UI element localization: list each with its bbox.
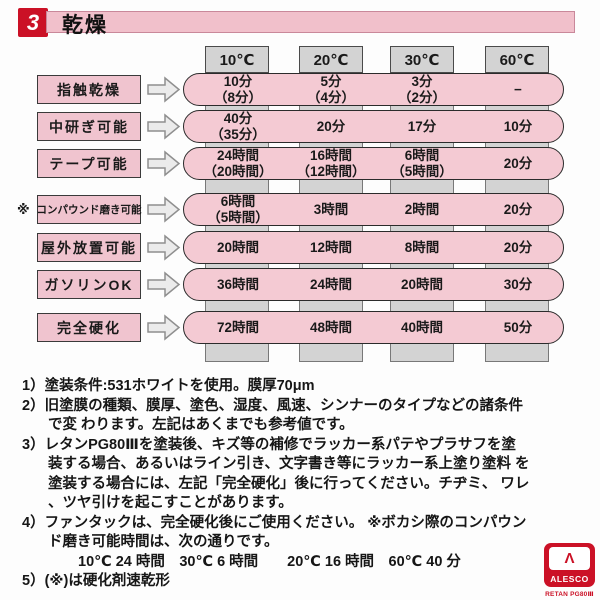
- temp-header-60c: 60℃: [485, 46, 549, 73]
- temp-header-20c: 20℃: [299, 46, 363, 73]
- cell-60c: 30分: [503, 276, 533, 292]
- row-label: 指触乾燥: [37, 75, 141, 104]
- cell-10c: 24時間 （20時間）: [203, 148, 273, 179]
- note-line: 1）塗装条件:531ホワイトを使用。膜厚70μm: [22, 378, 315, 394]
- cell-30c: 40時間: [400, 319, 444, 335]
- note-line-compound-times: 10℃ 24 時間 30℃ 6 時間 20℃ 16 時間 60℃ 40 分: [78, 553, 461, 570]
- table-row-outdoor-ok: 屋外放置可能 20時間 12時間 8時間 20分: [0, 231, 600, 264]
- footnotes: 1）塗装条件:531ホワイトを使用。膜厚70μm 2）旧塗膜の種類、膜厚、塗色、…: [22, 377, 592, 592]
- row-values-pill: 10分 （8分） 5分 （4分） 3分 （2分） −: [183, 73, 564, 106]
- arrow-right-icon: [147, 150, 181, 177]
- temp-header-30c: 30℃: [390, 46, 454, 73]
- cell-60c: 20分: [503, 201, 533, 217]
- row-values-pill: 36時間 24時間 20時間 30分: [183, 268, 564, 301]
- cell-60c: 20分: [503, 239, 533, 255]
- note-line: 塗装する場合には、左記「完全硬化」後に行ってください。チヂミ、 ワレ: [48, 475, 530, 492]
- cell-10c: 72時間: [216, 319, 260, 335]
- row-label: 完全硬化: [37, 313, 141, 342]
- cell-60c: −: [514, 81, 522, 97]
- row-label: 中研ぎ可能: [37, 112, 141, 141]
- row-label: テープ可能: [37, 149, 141, 178]
- row-label: ガソリンOK: [37, 270, 141, 299]
- alesco-logo-square: Λ ALESCO: [544, 543, 595, 587]
- arrow-right-icon: [147, 271, 181, 298]
- alesco-logo: Λ ALESCO RETAN PG80Ⅲ: [544, 543, 595, 598]
- header-band: [46, 11, 575, 33]
- row-values-pill: 20時間 12時間 8時間 20分: [183, 231, 564, 264]
- cell-30c: 3分 （2分）: [397, 74, 446, 105]
- cell-10c: 20時間: [216, 239, 260, 255]
- cell-20c: 20分: [316, 118, 346, 134]
- table-row-touch-dry: 指触乾燥 10分 （8分） 5分 （4分） 3分 （2分） −: [0, 73, 600, 106]
- alesco-logo-mark-icon: Λ: [549, 547, 590, 570]
- section-number-badge: 3: [18, 8, 48, 37]
- cell-10c: 40分 （35分）: [210, 111, 266, 142]
- cell-10c: 6時間 （5時間）: [207, 194, 269, 225]
- cell-30c: 6時間 （5時間）: [391, 148, 453, 179]
- cell-20c: 48時間: [309, 319, 353, 335]
- cell-20c: 5分 （4分）: [306, 74, 355, 105]
- cell-60c: 10分: [503, 118, 533, 134]
- cell-60c: 50分: [503, 319, 533, 335]
- cell-30c: 8時間: [404, 239, 440, 255]
- temp-header-10c: 10℃: [205, 46, 269, 73]
- row-marker: ※: [17, 202, 30, 217]
- cell-30c: 17分: [407, 118, 437, 134]
- cell-60c: 20分: [503, 155, 533, 171]
- arrow-right-icon: [147, 234, 181, 261]
- row-values-pill: 6時間 （5時間） 3時間 2時間 20分: [183, 193, 564, 226]
- note-line: 2）旧塗膜の種類、膜厚、塗色、湿度、風速、シンナーのタイプなどの諸条件: [22, 397, 524, 414]
- alesco-logo-name: ALESCO: [550, 574, 589, 584]
- cell-30c: 2時間: [404, 201, 440, 217]
- table-row-compound-polish: ※ コンパウンド磨き可能 6時間 （5時間） 3時間 2時間 20分: [0, 193, 600, 226]
- cell-10c: 10分 （8分）: [213, 74, 262, 105]
- cell-20c: 16時間 （12時間）: [296, 148, 366, 179]
- row-values-pill: 72時間 48時間 40時間 50分: [183, 311, 564, 344]
- arrow-right-icon: [147, 113, 181, 140]
- note-line: 5）(※)は硬化剤速乾形: [22, 573, 170, 589]
- note-line: で変 わります。左記はあくまでも参考値です。: [48, 417, 354, 433]
- arrow-right-icon: [147, 314, 181, 341]
- arrow-right-icon: [147, 196, 181, 223]
- row-values-pill: 24時間 （20時間） 16時間 （12時間） 6時間 （5時間） 20分: [183, 147, 564, 180]
- cell-20c: 3時間: [313, 201, 349, 217]
- cell-10c: 36時間: [216, 276, 260, 292]
- arrow-right-icon: [147, 76, 181, 103]
- table-row-sandable: 中研ぎ可能 40分 （35分） 20分 17分 10分: [0, 110, 600, 143]
- row-label: 屋外放置可能: [37, 233, 141, 262]
- cell-20c: 12時間: [309, 239, 353, 255]
- note-line: 4）ファンタックは、完全硬化後にご使用ください。 ※ボカシ際のコンパウン: [22, 514, 527, 531]
- cell-20c: 24時間: [309, 276, 353, 292]
- logo-product-name: RETAN PG80Ⅲ: [545, 591, 594, 598]
- table-row-full-cure: 完全硬化 72時間 48時間 40時間 50分: [0, 311, 600, 344]
- cell-30c: 20時間: [400, 276, 444, 292]
- table-row-gasoline-ok: ガソリンOK 36時間 24時間 20時間 30分: [0, 268, 600, 301]
- row-values-pill: 40分 （35分） 20分 17分 10分: [183, 110, 564, 143]
- row-label: コンパウンド磨き可能: [37, 195, 142, 224]
- table-row-tape-ok: テープ可能 24時間 （20時間） 16時間 （12時間） 6時間 （5時間） …: [0, 147, 600, 180]
- note-line: 装する場合、あるいはライン引き、文字書き等にラッカー系上塗り塗料 を: [48, 456, 530, 472]
- page-title: 乾燥: [62, 14, 108, 37]
- note-line: 3）レタンPG80Ⅲを塗装後、キズ等の補修でラッカー系パテやプラサフを塗: [22, 436, 516, 453]
- note-line: 、ツヤ引けを起こすことがあります。: [48, 495, 293, 511]
- note-line: ド磨き可能時間は、次の通りです。: [48, 534, 279, 550]
